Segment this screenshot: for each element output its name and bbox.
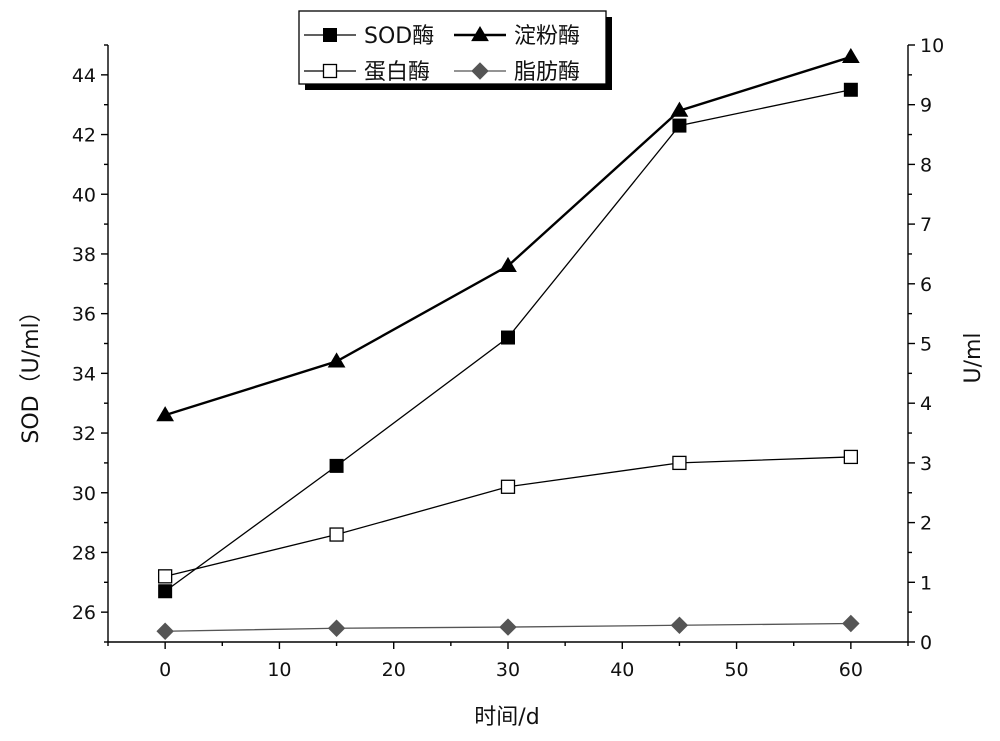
left-y-tick-label: 34 (72, 363, 96, 385)
data-point (329, 458, 344, 473)
right-y-tick-label: 6 (920, 274, 932, 296)
legend-label: SOD酶 (364, 24, 434, 49)
right-y-tick-label: 3 (920, 453, 932, 475)
legend-item: 淀粉酶 (454, 24, 580, 49)
data-point (500, 479, 516, 494)
x-tick-label: 0 (159, 659, 171, 681)
right-y-tick-label: 1 (920, 572, 932, 594)
data-point (841, 47, 860, 64)
data-point (672, 455, 687, 471)
data-point (327, 619, 346, 637)
left-y-tick-label: 30 (72, 483, 96, 505)
left-y-tick-label: 44 (72, 65, 96, 87)
series-2 (156, 47, 860, 422)
left-y-tick-label: 40 (72, 184, 96, 206)
legend-marker (471, 26, 489, 42)
left-y-tick-label: 26 (72, 602, 96, 624)
legend-label: 淀粉酶 (514, 24, 580, 49)
x-tick-label: 30 (496, 659, 520, 681)
data-point (327, 352, 346, 368)
data-point (157, 569, 173, 584)
data-point (499, 618, 517, 636)
legend-marker (322, 63, 338, 79)
left-y-tick-label: 42 (72, 125, 96, 147)
right-y-axis-title: U/ml (961, 332, 986, 383)
series-3 (157, 449, 859, 584)
left-y-tick-label: 28 (72, 542, 96, 564)
data-point (499, 256, 517, 272)
x-tick-label: 20 (382, 659, 406, 681)
right-y-tick-label: 5 (920, 334, 932, 356)
series-1 (158, 82, 858, 599)
series-4 (156, 614, 860, 640)
legend-label: 蛋白酶 (364, 60, 430, 85)
legend-item: SOD酶 (304, 24, 434, 49)
right-y-tick-label: 10 (920, 35, 944, 57)
series-layer (156, 47, 860, 640)
data-point (670, 101, 689, 117)
data-point (156, 406, 175, 422)
right-y-tick-label: 8 (920, 154, 932, 176)
right-y-tick-label: 4 (920, 393, 932, 415)
left-y-axis-title: SOD（U/ml） (19, 300, 44, 443)
x-axis-title: 时间/d (474, 705, 539, 730)
legend-item: 脂肪酶 (454, 60, 580, 85)
legend-box (298, 10, 607, 85)
left-y-tick-label: 36 (72, 304, 96, 326)
legend-label: 脂肪酶 (514, 60, 580, 85)
data-point (843, 82, 858, 97)
data-point (670, 616, 689, 634)
data-point (843, 449, 859, 465)
legend-item: 蛋白酶 (304, 60, 430, 85)
data-point (329, 527, 344, 542)
data-point (842, 614, 860, 633)
x-tick-label: 40 (610, 659, 634, 681)
right-y-tick-label: 2 (920, 513, 932, 535)
x-tick-label: 50 (724, 659, 748, 681)
data-point (158, 584, 173, 599)
axes: 0 10 20 30 40 50 60262830323436384042440123456… (72, 35, 944, 681)
x-tick-label: 10 (267, 659, 291, 681)
data-point (156, 622, 174, 640)
legend-marker (471, 62, 489, 80)
right-y-tick-label: 0 (920, 632, 932, 654)
data-point (672, 118, 687, 133)
right-y-tick-label: 7 (920, 214, 932, 236)
left-y-tick-label: 32 (72, 423, 96, 445)
legend-marker (323, 28, 337, 42)
right-y-tick-label: 9 (920, 95, 932, 117)
x-tick-label: 60 (839, 659, 863, 681)
left-y-tick-label: 38 (72, 244, 96, 266)
data-point (501, 330, 515, 345)
